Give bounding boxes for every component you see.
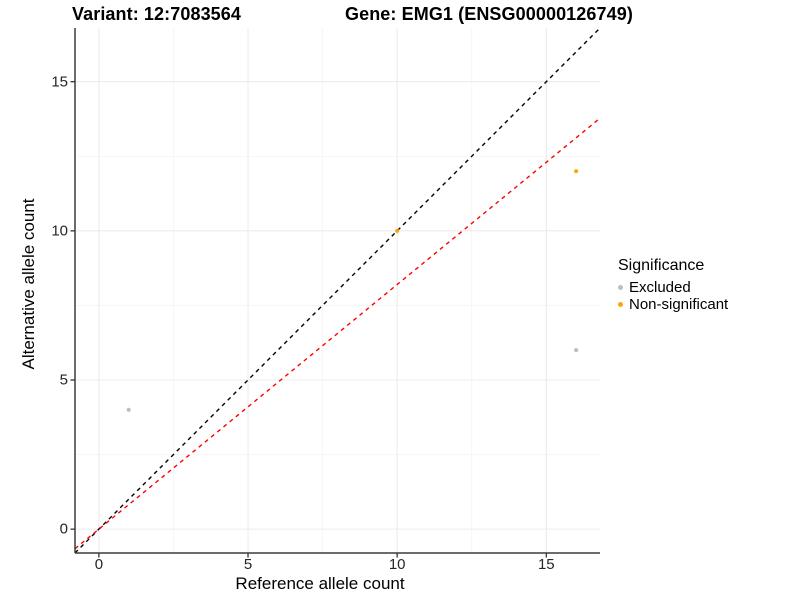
minor-gridlines (75, 28, 600, 553)
x-tick-label: 5 (243, 556, 253, 573)
legend-title: Significance (618, 257, 705, 274)
y-tick-label: 10 (51, 222, 68, 240)
excluded-point-swatch-icon (618, 285, 623, 290)
plot-title-variant: Variant: 12:7083564 (72, 4, 242, 24)
x-tick-label: 15 (537, 556, 555, 573)
identity-line (75, 28, 600, 553)
legend-label-excluded: Excluded (629, 279, 691, 296)
x-tick-label: 10 (388, 556, 406, 573)
legend-label-non-significant: Non-significant (629, 296, 729, 313)
x-axis-title: Reference allele count (235, 574, 405, 593)
data-points (126, 169, 579, 412)
fitted-ratio-line (75, 117, 600, 550)
legend-item-non-significant: Non-significant (618, 296, 728, 313)
y-tick-label: 15 (51, 73, 68, 91)
x-tick-label: 0 (94, 556, 104, 573)
major-gridlines (75, 28, 600, 553)
y-tick-label: 0 (59, 520, 68, 538)
point-non-significant (395, 228, 400, 233)
reference-lines (75, 28, 600, 553)
non-significant-point-swatch-icon (618, 302, 623, 307)
legend: Significance Excluded Non-significant (618, 257, 728, 313)
point-excluded (574, 348, 579, 353)
y-tick-label: 5 (59, 371, 68, 389)
legend-item-excluded: Excluded (618, 279, 728, 296)
plot-title-gene: Gene: EMG1 (ENSG00000126749) (345, 4, 633, 24)
point-non-significant (574, 169, 579, 174)
point-excluded (126, 407, 131, 412)
axes (70, 28, 600, 558)
